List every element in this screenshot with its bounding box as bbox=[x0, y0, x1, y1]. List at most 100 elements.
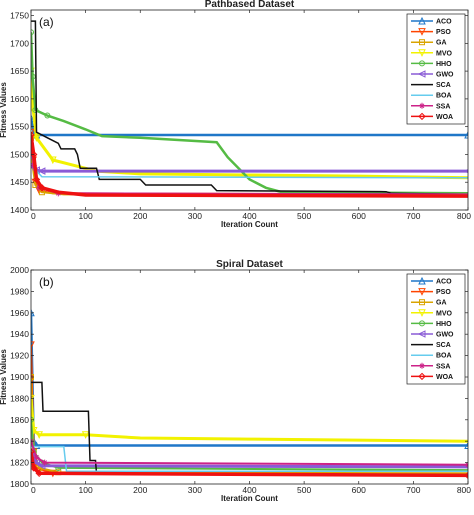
x-axis-label: Iteration Count bbox=[221, 220, 278, 229]
legend-marker-woa bbox=[418, 112, 426, 121]
data-point-gwo bbox=[32, 458, 40, 467]
x-tick-label: 200 bbox=[133, 485, 147, 495]
legend-label-ssa: SSA bbox=[436, 103, 450, 110]
x-tick-label: 500 bbox=[297, 485, 311, 495]
series-line-woa bbox=[31, 451, 468, 478]
data-point-woa bbox=[35, 469, 43, 478]
legend: ACO PSO GA MVO HHO GWO SCA BOA SSA WOA bbox=[406, 13, 466, 125]
y-tick-label: 1880 bbox=[10, 393, 29, 403]
y-tick-label: 1840 bbox=[10, 436, 29, 446]
y-tick-label: 1820 bbox=[10, 458, 29, 468]
legend-label-aco: ACO bbox=[436, 19, 452, 26]
data-point-hho bbox=[44, 112, 51, 119]
y-tick-label: 1980 bbox=[10, 286, 29, 296]
legend-label-ssa: SSA bbox=[436, 363, 450, 370]
y-tick-label: 1750 bbox=[10, 11, 29, 21]
legend-marker-gwo bbox=[417, 70, 426, 78]
y-tick-label: 2000 bbox=[10, 265, 29, 275]
x-tick-label: 600 bbox=[352, 211, 366, 221]
chart-panel-a: Pathbased Dataset 0 100 200 300 400 500 600 700 8… bbox=[0, 0, 471, 229]
data-point-woa bbox=[38, 184, 46, 192]
x-tick-label: 300 bbox=[188, 211, 202, 221]
legend-marker-woa bbox=[418, 372, 426, 381]
x-tick-label: 200 bbox=[133, 211, 147, 221]
legend-marker-aco bbox=[418, 276, 426, 285]
series-line-ssa bbox=[31, 440, 468, 466]
x-tick-label: 500 bbox=[297, 211, 311, 221]
data-point-hho bbox=[31, 73, 36, 80]
x-tick-label: 800 bbox=[457, 211, 471, 221]
legend-marker-hho bbox=[419, 60, 425, 67]
data-point-pso bbox=[31, 341, 35, 350]
legend-label-boa: BOA bbox=[436, 353, 452, 360]
series-line-sca bbox=[31, 20, 468, 196]
legend-label-ga: GA bbox=[436, 40, 447, 47]
data-point-aco bbox=[464, 441, 468, 449]
x-tick-label: 400 bbox=[242, 211, 256, 221]
legend-label-aco: ACO bbox=[436, 279, 452, 286]
legend-marker-ssa bbox=[419, 102, 425, 109]
legend-label-sca: SCA bbox=[436, 342, 451, 349]
x-tick-label: 100 bbox=[79, 211, 93, 221]
y-tick-label: 1940 bbox=[10, 329, 29, 339]
y-axis-label: Fitness Values bbox=[0, 82, 8, 138]
data-point-hho bbox=[32, 107, 39, 113]
data-point-mvo bbox=[49, 156, 57, 165]
x-tick-label: 0 bbox=[31, 485, 36, 495]
legend-label-hho: HHO bbox=[436, 321, 452, 328]
data-point-ssa bbox=[41, 459, 48, 466]
data-point-woa bbox=[31, 150, 38, 159]
legend-marker-mvo bbox=[418, 49, 426, 57]
legend-marker-pso bbox=[418, 288, 426, 296]
y-tick-label: 1400 bbox=[10, 205, 29, 215]
data-point-ga bbox=[38, 189, 45, 196]
y-tick-label: 1800 bbox=[10, 479, 29, 489]
chart-title: Pathbased Dataset bbox=[205, 0, 295, 10]
data-point-mvo bbox=[81, 431, 90, 439]
y-tick-label: 1500 bbox=[10, 149, 29, 159]
legend-label-gwo: GWO bbox=[436, 72, 454, 79]
x-tick-label: 300 bbox=[188, 485, 202, 495]
legend-marker-pso bbox=[418, 28, 426, 36]
data-point-aco bbox=[31, 114, 35, 122]
series-line-boa bbox=[31, 445, 468, 472]
x-tick-label: 0 bbox=[31, 211, 36, 221]
x-tick-label: 400 bbox=[242, 485, 256, 495]
y-tick-label: 1600 bbox=[10, 94, 29, 104]
legend-label-mvo: MVO bbox=[436, 50, 453, 57]
legend-label-sca: SCA bbox=[436, 82, 451, 89]
data-point-gwo bbox=[37, 462, 46, 470]
data-point-aco bbox=[464, 130, 468, 139]
legend: ACO PSO GA MVO HHO GWO SCA BOA SSA WOA bbox=[406, 273, 466, 385]
data-point-ssa bbox=[33, 454, 40, 461]
legend-marker-hho bbox=[419, 320, 425, 327]
legend-label-ga: GA bbox=[436, 300, 447, 307]
y-tick-label: 1550 bbox=[10, 122, 29, 132]
legend-marker-gwo bbox=[417, 330, 426, 338]
y-axis-label: Fitness Values bbox=[0, 349, 8, 405]
x-tick-label: 700 bbox=[406, 485, 420, 495]
y-tick-label: 1920 bbox=[10, 351, 29, 361]
data-point-pso bbox=[31, 128, 35, 137]
data-point-mvo bbox=[35, 431, 44, 439]
legend-label-mvo: MVO bbox=[436, 310, 453, 317]
series-group bbox=[31, 20, 468, 198]
chart-title: Spiral Dataset bbox=[216, 259, 283, 270]
data-point-mvo bbox=[32, 134, 41, 142]
y-tick-label: 1650 bbox=[10, 66, 29, 76]
x-tick-label: 800 bbox=[457, 485, 471, 495]
y-tick-label: 1900 bbox=[10, 372, 29, 382]
legend-marker-mvo bbox=[418, 309, 426, 317]
y-tick-label: 1450 bbox=[10, 177, 29, 187]
data-point-woa bbox=[31, 464, 38, 472]
legend-label-pso: PSO bbox=[436, 29, 451, 36]
x-axis-label: Iteration Count bbox=[221, 494, 278, 503]
x-tick-label: 100 bbox=[79, 485, 93, 495]
series-line-sca bbox=[31, 381, 98, 474]
legend-label-pso: PSO bbox=[436, 289, 451, 296]
data-point-hho bbox=[31, 29, 34, 36]
chart-panel-b: Spiral Dataset 0 100 200 300 400 500 600 700 800 1… bbox=[0, 259, 471, 503]
data-point-woa bbox=[464, 471, 468, 480]
y-tick-label: 1860 bbox=[10, 415, 29, 425]
